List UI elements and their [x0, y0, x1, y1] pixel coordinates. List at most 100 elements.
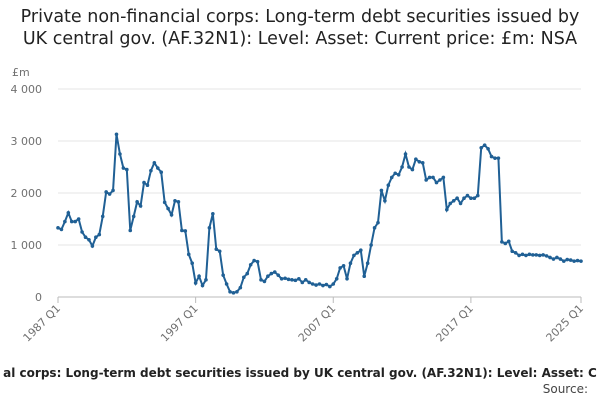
data-point [321, 283, 325, 288]
y-tick-label: 2 000 [11, 187, 43, 200]
data-point [211, 212, 215, 216]
data-point [441, 175, 446, 180]
data-point [221, 273, 225, 277]
data-point [424, 178, 428, 182]
data-point [506, 239, 511, 244]
data-point [100, 214, 105, 219]
data-point [434, 180, 439, 185]
data-point [56, 226, 60, 230]
x-tick-label: 2007 Q1 [296, 302, 339, 345]
data-point [283, 276, 287, 281]
data-point [544, 254, 549, 258]
data-point [255, 259, 260, 264]
data-point [438, 178, 442, 182]
data-point [76, 217, 81, 221]
data-point [279, 277, 284, 281]
data-point [63, 219, 67, 224]
data-point [314, 283, 318, 287]
data-point [200, 283, 205, 288]
data-point [414, 157, 418, 161]
data-point [465, 193, 470, 198]
source: Source: [543, 382, 588, 396]
data-point [328, 284, 332, 289]
data-point [300, 280, 305, 285]
data-point [527, 252, 532, 257]
data-point [548, 255, 552, 260]
data-point [462, 196, 466, 200]
data-point [331, 282, 336, 286]
data-point [59, 227, 64, 232]
data-point [83, 235, 88, 239]
data-point [128, 228, 133, 233]
data-point [248, 262, 253, 267]
data-point [138, 204, 143, 208]
data-point [458, 201, 463, 206]
data-point [469, 196, 473, 200]
data-point [121, 166, 126, 170]
data-point [355, 251, 360, 255]
data-point [369, 243, 373, 247]
data-point [90, 244, 95, 248]
data-point [180, 228, 184, 233]
data-point [152, 161, 157, 165]
data-point [407, 165, 411, 169]
data-point [431, 175, 435, 180]
data-point [252, 258, 256, 263]
data-point [345, 277, 349, 281]
data-point [145, 183, 150, 187]
data-point [352, 253, 356, 258]
data-point [303, 278, 308, 282]
data-point [534, 253, 539, 257]
data-point [114, 132, 119, 137]
data-point [568, 258, 573, 262]
data-point [197, 274, 201, 279]
data-point [417, 160, 422, 164]
data-point [97, 232, 102, 237]
x-tick-label: 2025 Q1 [544, 302, 587, 345]
data-point [207, 226, 212, 230]
data-point [403, 152, 408, 156]
data-point [372, 226, 377, 230]
data-point [455, 196, 459, 200]
data-point [496, 156, 501, 160]
data-point [214, 247, 219, 251]
data-point [66, 210, 71, 215]
data-point [365, 261, 370, 266]
data-point [410, 167, 415, 172]
data-point [107, 192, 112, 196]
data-point [104, 190, 108, 194]
y-tick-label: 3 000 [11, 135, 43, 148]
data-point [500, 240, 504, 244]
data-point [520, 252, 525, 257]
data-point [269, 271, 274, 276]
data-point [162, 200, 167, 205]
data-point [475, 193, 480, 198]
data-point [448, 201, 453, 206]
data-point [94, 235, 98, 239]
data-point [276, 273, 281, 277]
x-tick-label: 2017 Q1 [433, 302, 476, 345]
data-point [362, 274, 367, 279]
data-point [517, 253, 521, 258]
data-point [565, 257, 570, 262]
data-point [393, 171, 397, 176]
data-point [482, 143, 487, 147]
data-point [135, 200, 139, 204]
data-point [231, 291, 236, 295]
data-point [142, 180, 146, 185]
data-point [575, 258, 580, 263]
data-point [111, 188, 115, 193]
data-point [317, 282, 322, 286]
data-point [190, 261, 194, 266]
data-point [169, 213, 174, 217]
chart-title: Private non-financial corps: Long-term d… [20, 7, 580, 49]
data-point [286, 277, 291, 282]
data-point [386, 183, 391, 187]
data-point [293, 278, 298, 283]
data-point [80, 230, 84, 234]
data-point [537, 253, 542, 258]
data-point [235, 290, 239, 294]
data-point [259, 278, 263, 282]
data-point [579, 259, 583, 263]
data-point [307, 280, 311, 285]
